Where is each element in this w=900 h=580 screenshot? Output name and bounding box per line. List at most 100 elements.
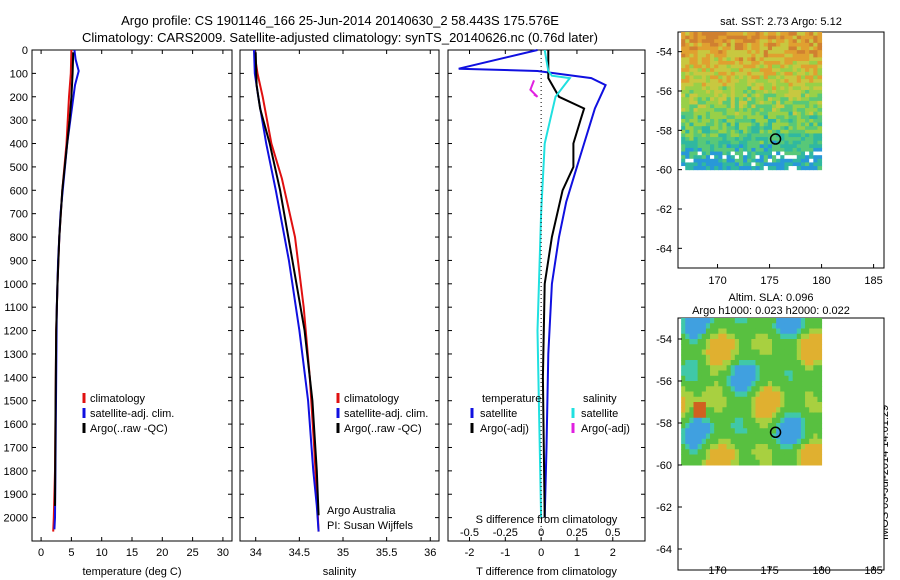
map-cell bbox=[722, 344, 728, 350]
map-cell bbox=[714, 79, 719, 84]
map-cell bbox=[689, 155, 695, 160]
map-cell bbox=[817, 144, 823, 149]
map-cell bbox=[813, 97, 818, 102]
map-cell bbox=[681, 100, 686, 105]
map-cell bbox=[734, 104, 740, 109]
map-cell bbox=[718, 365, 723, 371]
map-cell bbox=[705, 381, 711, 387]
map-cell bbox=[796, 438, 802, 445]
map-cell bbox=[705, 402, 711, 408]
map-cell bbox=[813, 323, 818, 329]
map-cell bbox=[759, 155, 765, 160]
map-cell bbox=[681, 375, 686, 382]
map-cell bbox=[767, 108, 773, 113]
map-cell bbox=[792, 60, 798, 66]
map-cell bbox=[738, 46, 744, 51]
map-cell bbox=[714, 162, 719, 167]
map-cell bbox=[763, 391, 769, 398]
map-cell bbox=[718, 50, 723, 55]
map-cell bbox=[776, 108, 781, 113]
map-cell bbox=[776, 386, 781, 392]
map-cell bbox=[705, 57, 711, 62]
map-cell bbox=[714, 412, 719, 419]
map-cell bbox=[681, 42, 686, 47]
map-cell bbox=[685, 35, 690, 40]
map-cell bbox=[784, 151, 790, 156]
map-cell bbox=[734, 396, 740, 403]
map-cell bbox=[809, 339, 814, 345]
map-cell bbox=[681, 365, 686, 371]
map-cell bbox=[809, 89, 814, 95]
map-cell bbox=[805, 39, 810, 44]
y-tick-label: 1000 bbox=[4, 279, 28, 291]
map-cell bbox=[693, 82, 699, 87]
map-cell bbox=[784, 122, 790, 127]
map-cell bbox=[776, 144, 781, 149]
map-cell bbox=[747, 155, 752, 160]
series-line-0 bbox=[253, 49, 320, 532]
map-cell bbox=[726, 133, 732, 138]
map-cell bbox=[780, 68, 785, 73]
map-cell bbox=[705, 339, 711, 345]
map-cell bbox=[755, 333, 761, 340]
map-cell bbox=[734, 417, 740, 424]
map-cell bbox=[697, 407, 703, 413]
map-cell bbox=[813, 391, 818, 398]
x-tick-label: 0 bbox=[538, 547, 544, 559]
map-cell bbox=[747, 386, 752, 392]
map-cell bbox=[796, 32, 802, 37]
map-cell bbox=[714, 129, 719, 134]
map-cell bbox=[693, 344, 699, 350]
map-cell bbox=[772, 423, 777, 429]
map-cell bbox=[743, 428, 748, 434]
map-cell bbox=[788, 71, 794, 76]
map-cell bbox=[743, 79, 748, 84]
map-cell bbox=[751, 53, 756, 58]
map-cell bbox=[730, 158, 736, 163]
map-cell bbox=[705, 151, 711, 156]
map-cell bbox=[685, 53, 690, 58]
map-cell bbox=[817, 349, 823, 356]
map-cell bbox=[767, 75, 773, 80]
map-cell bbox=[772, 158, 777, 163]
map-cell bbox=[738, 50, 744, 55]
map-cell bbox=[776, 454, 781, 461]
map-cell bbox=[780, 423, 785, 429]
map-cell bbox=[755, 339, 761, 345]
map-cell bbox=[685, 68, 690, 73]
map-cell bbox=[722, 417, 728, 424]
map-cell bbox=[772, 115, 777, 120]
map-cell bbox=[772, 147, 777, 153]
map-cell bbox=[681, 151, 686, 156]
map-cell bbox=[714, 97, 719, 102]
map-cell bbox=[796, 42, 802, 47]
map-cell bbox=[701, 360, 707, 366]
map-cell bbox=[681, 126, 686, 131]
map-cell bbox=[685, 381, 690, 387]
map-cell bbox=[755, 46, 761, 51]
map-cell bbox=[809, 375, 814, 382]
map-cell bbox=[755, 166, 761, 171]
map-cell bbox=[738, 433, 744, 440]
map-cell bbox=[800, 381, 806, 387]
map-cell bbox=[738, 129, 744, 134]
map-cell bbox=[743, 344, 748, 350]
map-cell bbox=[767, 407, 773, 413]
map-cell bbox=[755, 129, 761, 134]
map-cell bbox=[738, 449, 744, 455]
map-cell bbox=[813, 370, 818, 377]
map-cell bbox=[792, 459, 798, 466]
map-cell bbox=[747, 407, 752, 413]
map-cell bbox=[772, 79, 777, 84]
map-cell bbox=[701, 140, 707, 145]
map-cell bbox=[722, 53, 728, 58]
map-cell bbox=[755, 318, 761, 324]
map-cell bbox=[738, 349, 744, 356]
map-cell bbox=[759, 433, 765, 440]
map-cell bbox=[697, 42, 703, 47]
map-cell bbox=[730, 50, 736, 55]
map-cell bbox=[693, 370, 699, 377]
map-cell bbox=[747, 137, 752, 142]
map-cell bbox=[738, 100, 744, 105]
map-cell bbox=[693, 144, 699, 149]
